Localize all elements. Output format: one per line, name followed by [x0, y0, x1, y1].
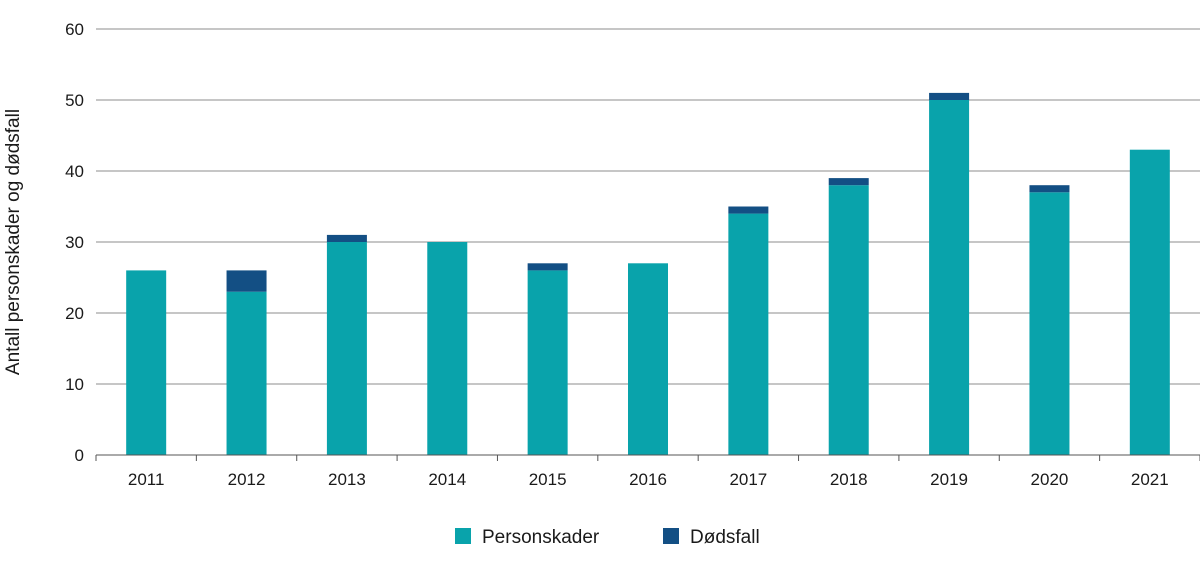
y-tick-label: 10 [65, 375, 84, 394]
legend-swatch-personskader [455, 528, 471, 544]
y-axis-title: Antall personskader og dødsfall [3, 109, 24, 375]
bar-personskader-2015 [527, 270, 568, 455]
x-tick-label: 2021 [1131, 470, 1169, 489]
legend-label-dødsfall: Dødsfall [690, 527, 760, 548]
x-tick-label: 2018 [830, 470, 868, 489]
x-tick-label: 2012 [228, 470, 266, 489]
bar-personskader-2020 [1029, 192, 1070, 456]
bar-dødsfall-2020 [1029, 185, 1070, 193]
bar-dødsfall-2019 [929, 92, 970, 100]
bar-personskader-2011 [126, 270, 167, 455]
y-tick-label: 50 [65, 91, 84, 110]
y-tick-label: 0 [75, 446, 84, 465]
bar-personskader-2014 [427, 242, 468, 455]
bar-personskader-2013 [326, 242, 367, 455]
bar-dødsfall-2017 [728, 206, 769, 214]
y-tick-label: 30 [65, 233, 84, 252]
y-axis: 0 10 20 30 40 50 60 [65, 20, 84, 465]
bar-personskader-2017 [728, 213, 769, 455]
y-tick-label: 40 [65, 162, 84, 181]
legend-label-personskader: Personskader [482, 527, 600, 548]
x-tick-label: 2014 [428, 470, 466, 489]
bar-dødsfall-2015 [527, 263, 568, 271]
legend-swatch-dødsfall [663, 528, 679, 544]
y-tick-label: 20 [65, 304, 84, 323]
x-axis: 2011 2012 2013 2014 2015 2016 2017 2018 2019 2020… [95, 454, 1200, 489]
bar-personskader-2016 [628, 263, 668, 455]
bar-dødsfall-2013 [326, 234, 367, 242]
bar-dødsfall-2018 [828, 178, 869, 186]
gridlines [96, 28, 1200, 385]
bar-dødsfall-2012 [226, 270, 267, 292]
bar-personskader-2012 [226, 291, 267, 455]
bar-personskader-2019 [929, 100, 970, 455]
bar-personskader-2018 [828, 185, 869, 455]
x-tick-label: 2015 [529, 470, 567, 489]
x-tick-label: 2017 [729, 470, 767, 489]
x-tick-label: 2013 [328, 470, 366, 489]
bar-personskader-2021 [1129, 149, 1170, 455]
x-tick-label: 2011 [128, 470, 165, 489]
y-tick-label: 60 [65, 20, 84, 39]
x-tick-label: 2016 [629, 470, 667, 489]
x-tick-label: 2020 [1031, 470, 1069, 489]
bars [126, 92, 1170, 456]
x-tick-label: 2019 [930, 470, 968, 489]
legend: Personskader Dødsfall [455, 527, 760, 548]
